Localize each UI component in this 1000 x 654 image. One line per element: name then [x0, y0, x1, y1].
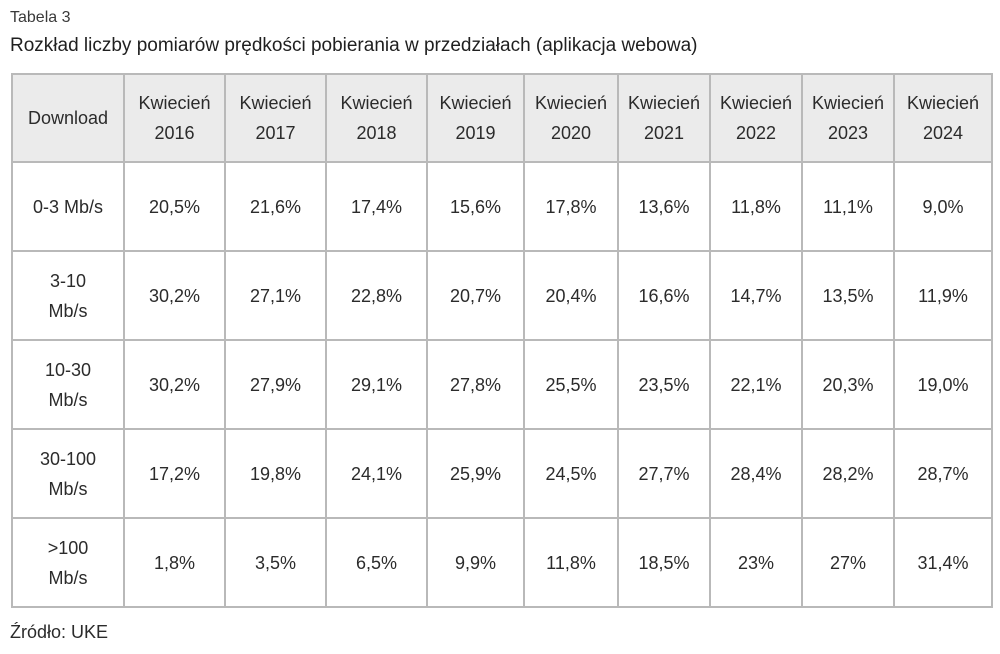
- table-cell: 19,0%: [893, 339, 993, 430]
- header-cell: Kwiecień 2021: [617, 73, 711, 163]
- header-year: 2022: [735, 123, 777, 143]
- header-month: Kwiecień: [719, 93, 793, 113]
- header-year: 2019: [455, 123, 496, 143]
- table-cell: 27,7%: [617, 428, 711, 519]
- table-cell: 11,9%: [893, 250, 993, 341]
- table-cell: 25,5%: [523, 339, 619, 430]
- header-month: Kwiecień: [138, 93, 211, 113]
- header-month: Kwiecień: [534, 93, 608, 113]
- row-label: 0-3 Mb/s: [11, 161, 125, 252]
- table-cell: 20,5%: [123, 161, 226, 252]
- table-cell: 11,8%: [709, 161, 803, 252]
- table-cell: 29,1%: [325, 339, 428, 430]
- header-year: 2016: [154, 123, 195, 143]
- table-cell: 23,5%: [617, 339, 711, 430]
- table-cell: 28,4%: [709, 428, 803, 519]
- table-row: 3-10 Mb/s 30,2% 27,1% 22,8% 20,7% 20,4% 1…: [11, 250, 993, 341]
- table-cell: 30,2%: [123, 250, 226, 341]
- header-year: 2020: [550, 123, 592, 143]
- table-cell: 27,8%: [426, 339, 525, 430]
- row-label-line: Mb/s: [48, 389, 88, 410]
- table-title: Rozkład liczby pomiarów prędkości pobier…: [10, 35, 698, 56]
- table-cell: 17,2%: [123, 428, 226, 519]
- table-cell: 25,9%: [426, 428, 525, 519]
- header-row: Download Kwiecień 2016 Kwiecień 2017 Kwiec…: [11, 73, 993, 163]
- table-label: Tabela 3: [10, 9, 71, 26]
- table-cell: 6,5%: [325, 517, 428, 608]
- table-cell: 27%: [801, 517, 895, 608]
- table-cell: 24,1%: [325, 428, 428, 519]
- table-cell: 28,2%: [801, 428, 895, 519]
- data-table: Download Kwiecień 2016 Kwiecień 2017 Kwiec…: [11, 73, 993, 608]
- table-cell: 22,8%: [325, 250, 428, 341]
- header-cell-download: Download: [11, 73, 125, 163]
- table-cell: 18,5%: [617, 517, 711, 608]
- table-cell: 20,3%: [801, 339, 895, 430]
- table-header: Download Kwiecień 2016 Kwiecień 2017 Kwiec…: [11, 73, 993, 163]
- table-cell: 1,8%: [123, 517, 226, 608]
- header-cell: Kwiecień 2019: [426, 73, 525, 163]
- header-year: 2017: [255, 123, 296, 143]
- table-cell: 17,4%: [325, 161, 428, 252]
- header-month: Kwiecień: [340, 93, 413, 113]
- table-cell: 31,4%: [893, 517, 993, 608]
- row-label-line: Mb/s: [48, 478, 88, 499]
- header-cell: Kwiecień 2024: [893, 73, 993, 163]
- table-cell: 22,1%: [709, 339, 803, 430]
- row-label-line: 3-10: [49, 270, 87, 291]
- row-label: >100 Mb/s: [11, 517, 125, 608]
- header-cell: Kwiecień 2016: [123, 73, 226, 163]
- header-year: 2021: [643, 123, 685, 143]
- table-cell: 11,8%: [523, 517, 619, 608]
- row-label-line: Mb/s: [48, 300, 88, 321]
- header-cell: Kwiecień 2023: [801, 73, 895, 163]
- header-cell: Kwiecień 2022: [709, 73, 803, 163]
- table-cell: 27,1%: [224, 250, 327, 341]
- table-cell: 21,6%: [224, 161, 327, 252]
- header-month: Kwiecień: [906, 93, 980, 113]
- table-cell: 13,5%: [801, 250, 895, 341]
- table-row: 10-30 Mb/s 30,2% 27,9% 29,1% 27,8% 25,5% …: [11, 339, 993, 430]
- table-cell: 11,1%: [801, 161, 895, 252]
- table-cell: 20,4%: [523, 250, 619, 341]
- header-month: Kwiecień: [627, 93, 701, 113]
- table-cell: 14,7%: [709, 250, 803, 341]
- table-cell: 20,7%: [426, 250, 525, 341]
- table-cell: 15,6%: [426, 161, 525, 252]
- row-label-line: 10-30: [44, 359, 92, 380]
- table-cell: 24,5%: [523, 428, 619, 519]
- row-label-line: Mb/s: [48, 567, 88, 588]
- header-cell: Kwiecień 2020: [523, 73, 619, 163]
- source-note: Źródło: UKE: [10, 622, 109, 642]
- row-label: 3-10 Mb/s: [11, 250, 125, 341]
- table-cell: 19,8%: [224, 428, 327, 519]
- header-month: Kwiecień: [239, 93, 312, 113]
- table-row: 30-100 Mb/s 17,2% 19,8% 24,1% 25,9% 24,5%…: [11, 428, 993, 519]
- row-label-line: 30-100: [39, 448, 97, 469]
- header-year: 2023: [827, 123, 869, 143]
- table-cell: 9,9%: [426, 517, 525, 608]
- row-label: 10-30 Mb/s: [11, 339, 125, 430]
- table-row: >100 Mb/s 1,8% 3,5% 6,5% 9,9% 11,8% 18,5%…: [11, 517, 993, 608]
- row-label: 30-100 Mb/s: [11, 428, 125, 519]
- table-cell: 23%: [709, 517, 803, 608]
- table-body: 0-3 Mb/s 20,5% 21,6% 17,4% 15,6% 17,8% 1…: [11, 161, 993, 608]
- header-year: 2024: [922, 123, 964, 143]
- table-cell: 16,6%: [617, 250, 711, 341]
- header-cell: Kwiecień 2018: [325, 73, 428, 163]
- table-cell: 17,8%: [523, 161, 619, 252]
- header-year: 2018: [356, 123, 397, 143]
- table-row: 0-3 Mb/s 20,5% 21,6% 17,4% 15,6% 17,8% 1…: [11, 161, 993, 252]
- table-cell: 9,0%: [893, 161, 993, 252]
- table-cell: 3,5%: [224, 517, 327, 608]
- table-cell: 30,2%: [123, 339, 226, 430]
- row-label-line: >100: [47, 537, 89, 558]
- header-cell: Kwiecień 2017: [224, 73, 327, 163]
- table-cell: 28,7%: [893, 428, 993, 519]
- table-cell: 13,6%: [617, 161, 711, 252]
- header-month: Kwiecień: [811, 93, 885, 113]
- row-label-line: 0-3 Mb/s: [32, 196, 104, 217]
- table-cell: 27,9%: [224, 339, 327, 430]
- header-month: Kwiecień: [439, 93, 512, 113]
